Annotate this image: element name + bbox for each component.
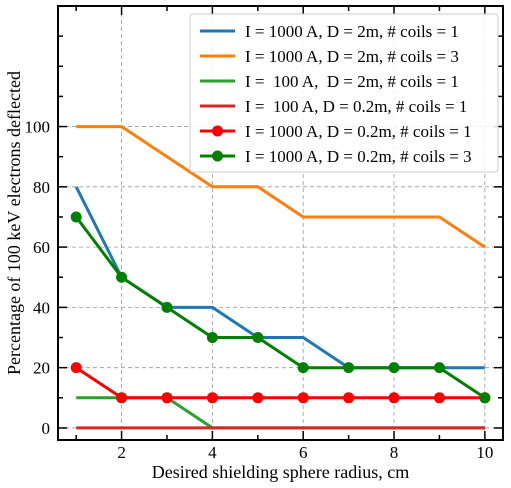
series-5-point <box>297 392 309 404</box>
x-tick-label: 4 <box>208 443 217 462</box>
legend-label-4: I = 100 A, D = 0.2m, # coils = 1 <box>245 97 467 116</box>
series-6-point <box>479 392 491 404</box>
series-5-point <box>206 392 218 404</box>
series-6-point <box>70 211 82 223</box>
series-line-6 <box>75 216 486 400</box>
series-6-point <box>252 332 264 344</box>
x-tick-label: 10 <box>476 443 493 462</box>
y-tick-label: 100 <box>25 118 51 137</box>
series-5-point <box>116 392 128 404</box>
legend-box <box>189 13 499 173</box>
x-axis-label: Desired shielding sphere radius, cm <box>152 462 409 482</box>
legend-label-5: I = 1000 A, D = 0.2m, # coils = 1 <box>245 122 472 141</box>
x-tick-label: 6 <box>299 443 308 462</box>
legend-marker-6 <box>212 150 223 162</box>
series-6-point <box>161 301 173 313</box>
series-6-point <box>433 362 445 374</box>
series-6-point <box>388 362 400 374</box>
series-group <box>70 125 491 430</box>
y-tick-label: 80 <box>33 178 50 197</box>
legend-label-1: I = 1000 A, D = 2m, # coils = 1 <box>245 22 459 41</box>
legend-marker-5 <box>212 125 223 137</box>
x-tick-label: 2 <box>117 443 126 462</box>
y-tick-label: 0 <box>42 419 51 438</box>
legend: I = 1000 A, D = 2m, # coils = 1 I = 1000 … <box>189 13 499 173</box>
series-5-point <box>433 392 445 404</box>
y-tick-label: 40 <box>33 298 50 317</box>
y-tick-label: 20 <box>33 359 50 378</box>
legend-label-2: I = 1000 A, D = 2m, # coils = 3 <box>245 47 459 66</box>
y-tick-label: 60 <box>33 238 50 257</box>
legend-label-6: I = 1000 A, D = 0.2m, # coils = 3 <box>245 147 472 166</box>
series-line-5 <box>75 366 485 400</box>
series-line-1 <box>74 186 485 370</box>
series-6-point <box>206 332 218 344</box>
series-line-3 <box>76 396 485 430</box>
plot-frame <box>57 5 504 441</box>
x-tick-label: 8 <box>390 443 399 462</box>
series-5-point <box>343 392 355 404</box>
series-6-point <box>297 362 309 374</box>
series-6-point <box>116 271 128 283</box>
series-5-point <box>70 362 82 374</box>
series-line-2 <box>76 125 486 249</box>
series-5-point <box>161 392 173 404</box>
series-5-point <box>388 392 400 404</box>
series-5-point <box>252 392 264 404</box>
y-axis-label: Percentage of 100 keV electrons deflecte… <box>4 71 24 375</box>
legend-label-3: I = 100 A, D = 2m, # coils = 1 <box>245 72 459 91</box>
series-6-point <box>343 362 355 374</box>
